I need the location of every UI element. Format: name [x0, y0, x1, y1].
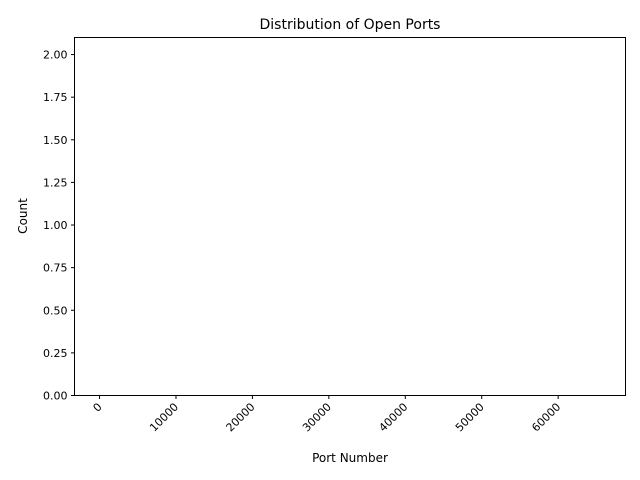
y-axis-label: Count	[16, 198, 30, 234]
y-tick-label: 1.75	[43, 91, 68, 104]
x-tick-label: 20000	[224, 400, 258, 434]
x-tick-label: 40000	[376, 400, 410, 434]
plot-frame	[74, 37, 626, 396]
y-tick-label: 0.50	[43, 304, 68, 317]
y-tick-label: 1.00	[43, 219, 68, 232]
x-tick-label: 30000	[300, 400, 334, 434]
x-tick-label: 50000	[453, 400, 487, 434]
y-tick-label: 0.25	[43, 347, 68, 360]
chart-title: Distribution of Open Ports	[260, 17, 441, 33]
x-axis: 0 10000 20000 30000 40000 50000 60000	[91, 395, 563, 434]
x-tick-label: 0	[91, 400, 105, 414]
y-tick-label: 0.75	[43, 262, 68, 275]
y-tick-label: 0.00	[43, 390, 68, 403]
x-tick-label: 10000	[147, 400, 181, 434]
x-tick-label: 60000	[529, 400, 563, 434]
y-axis: 0.00 0.25 0.50 0.75 1.00 1.25 1.50 1.75 2.00	[43, 49, 75, 403]
y-tick-label: 1.25	[43, 176, 68, 189]
y-tick-label: 1.50	[43, 134, 68, 147]
x-axis-label: Port Number	[312, 451, 388, 465]
y-tick-label: 2.00	[43, 49, 68, 62]
